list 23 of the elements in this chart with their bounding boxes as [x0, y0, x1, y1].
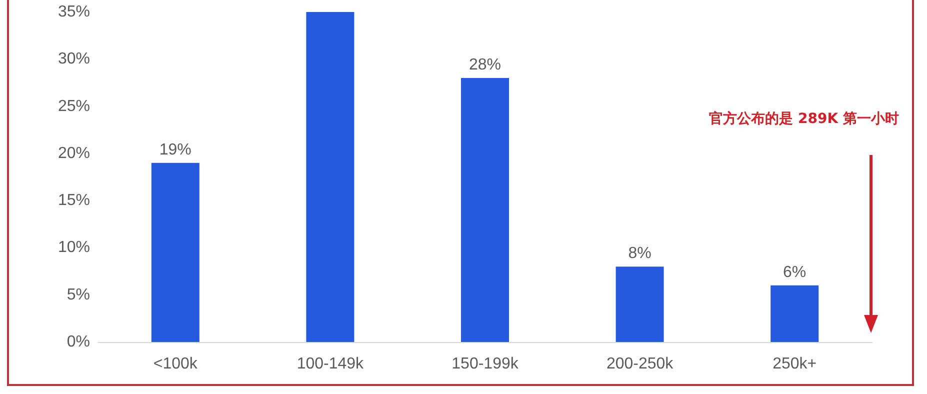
y-tick-label: 35% [58, 4, 90, 20]
bar [461, 78, 509, 342]
y-tick-label: 15% [58, 192, 90, 210]
x-tick-label: <100k [153, 356, 198, 372]
data-label: 8% [628, 245, 652, 262]
data-label: 28% [468, 56, 502, 74]
bar [616, 266, 664, 342]
y-tick-label: 10% [58, 239, 90, 256]
bar [770, 285, 819, 342]
y-tick-label: 0% [66, 334, 90, 350]
x-tick-label: 100-149k [296, 356, 365, 372]
y-tick-label: 5% [66, 286, 90, 304]
x-tick-label: 150-199k [452, 356, 520, 372]
y-tick-label: 25% [58, 98, 90, 115]
data-label: 19% [159, 141, 192, 158]
data-label: 6% [783, 264, 806, 281]
x-tick-label: 250k+ [772, 356, 817, 372]
annotation: 官方公布的是 289K 第一小时 [709, 110, 899, 128]
y-tick-label: 30% [58, 50, 90, 68]
y-tick-label: 20% [58, 144, 90, 162]
x-tick-label: 200-250k [606, 356, 674, 372]
bar [306, 12, 354, 342]
bar [151, 162, 200, 342]
